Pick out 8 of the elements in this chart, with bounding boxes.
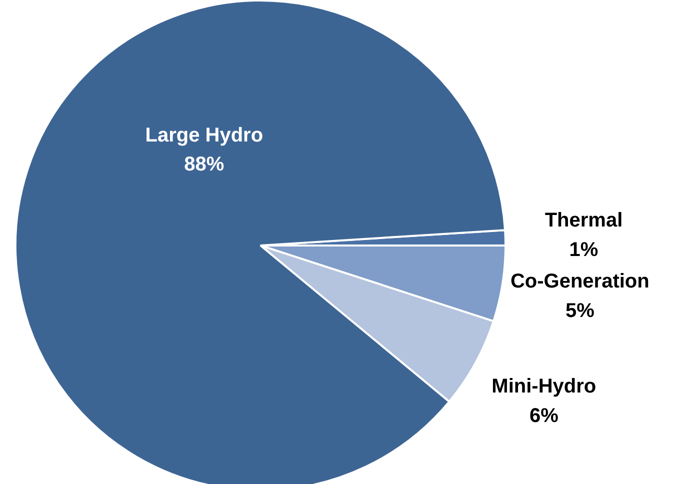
data-label: 1% [569,239,598,262]
data-label: 5% [565,300,595,322]
slice-label: Large Hydro [145,124,264,146]
slice-label: Co-Generation [510,270,650,292]
slice-label: Thermal [544,210,623,232]
data-label: 88% [184,154,224,176]
slice-label: Mini-Hydro [492,376,596,398]
data-label: 6% [529,405,559,427]
